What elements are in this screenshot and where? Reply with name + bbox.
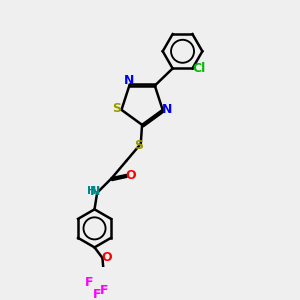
Text: N: N [90,185,100,198]
Text: S: S [134,140,143,152]
Text: Cl: Cl [192,62,206,75]
Text: O: O [126,169,136,182]
Text: O: O [101,251,112,264]
Text: F: F [100,284,109,297]
Text: F: F [85,276,93,289]
Text: N: N [162,103,172,116]
Text: S: S [112,102,121,115]
Text: F: F [92,288,101,300]
Text: N: N [124,74,134,87]
Text: H: H [87,186,96,197]
